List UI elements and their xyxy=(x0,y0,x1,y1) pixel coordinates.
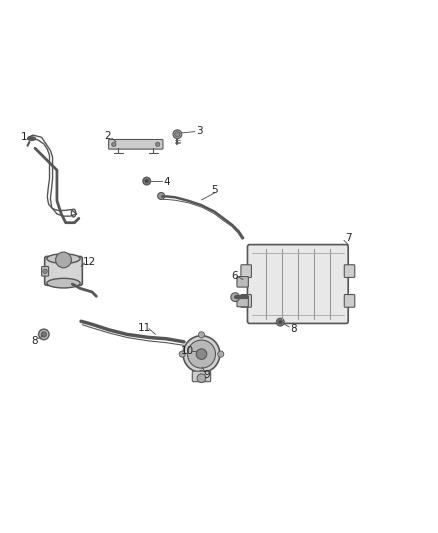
FancyBboxPatch shape xyxy=(42,266,49,276)
Circle shape xyxy=(158,192,165,199)
Text: 8: 8 xyxy=(290,324,297,334)
Text: 9: 9 xyxy=(204,370,211,380)
Circle shape xyxy=(231,293,240,302)
FancyBboxPatch shape xyxy=(344,265,355,278)
Circle shape xyxy=(187,340,215,368)
Text: 5: 5 xyxy=(211,185,218,195)
Circle shape xyxy=(143,177,151,185)
Circle shape xyxy=(56,252,71,268)
Circle shape xyxy=(198,370,205,376)
Text: 3: 3 xyxy=(196,126,203,136)
Text: 11: 11 xyxy=(138,323,151,333)
Circle shape xyxy=(112,142,116,147)
Text: 7: 7 xyxy=(345,233,352,243)
Text: 10: 10 xyxy=(181,345,194,356)
FancyBboxPatch shape xyxy=(109,140,163,149)
Ellipse shape xyxy=(47,254,80,263)
Circle shape xyxy=(179,351,185,357)
FancyBboxPatch shape xyxy=(237,277,248,287)
Circle shape xyxy=(175,132,180,137)
Circle shape xyxy=(173,130,182,139)
Circle shape xyxy=(145,179,148,183)
Circle shape xyxy=(218,351,224,357)
Text: 4: 4 xyxy=(163,177,170,187)
Circle shape xyxy=(155,142,160,147)
Text: 2: 2 xyxy=(104,132,111,141)
Circle shape xyxy=(39,329,49,340)
Text: 6: 6 xyxy=(231,271,238,281)
Ellipse shape xyxy=(47,278,80,288)
FancyBboxPatch shape xyxy=(241,265,251,278)
Circle shape xyxy=(183,336,220,373)
Circle shape xyxy=(41,332,46,337)
FancyBboxPatch shape xyxy=(192,371,211,382)
Text: 1: 1 xyxy=(21,132,28,142)
Circle shape xyxy=(276,318,284,326)
FancyBboxPatch shape xyxy=(237,296,248,307)
FancyBboxPatch shape xyxy=(241,295,251,307)
Text: 8: 8 xyxy=(31,336,38,346)
Circle shape xyxy=(279,320,282,324)
Text: 12: 12 xyxy=(83,257,96,267)
FancyBboxPatch shape xyxy=(247,245,348,324)
FancyBboxPatch shape xyxy=(45,256,82,285)
FancyBboxPatch shape xyxy=(344,295,355,307)
Circle shape xyxy=(196,349,207,359)
Circle shape xyxy=(198,332,205,338)
Circle shape xyxy=(43,269,47,273)
Circle shape xyxy=(197,374,206,383)
